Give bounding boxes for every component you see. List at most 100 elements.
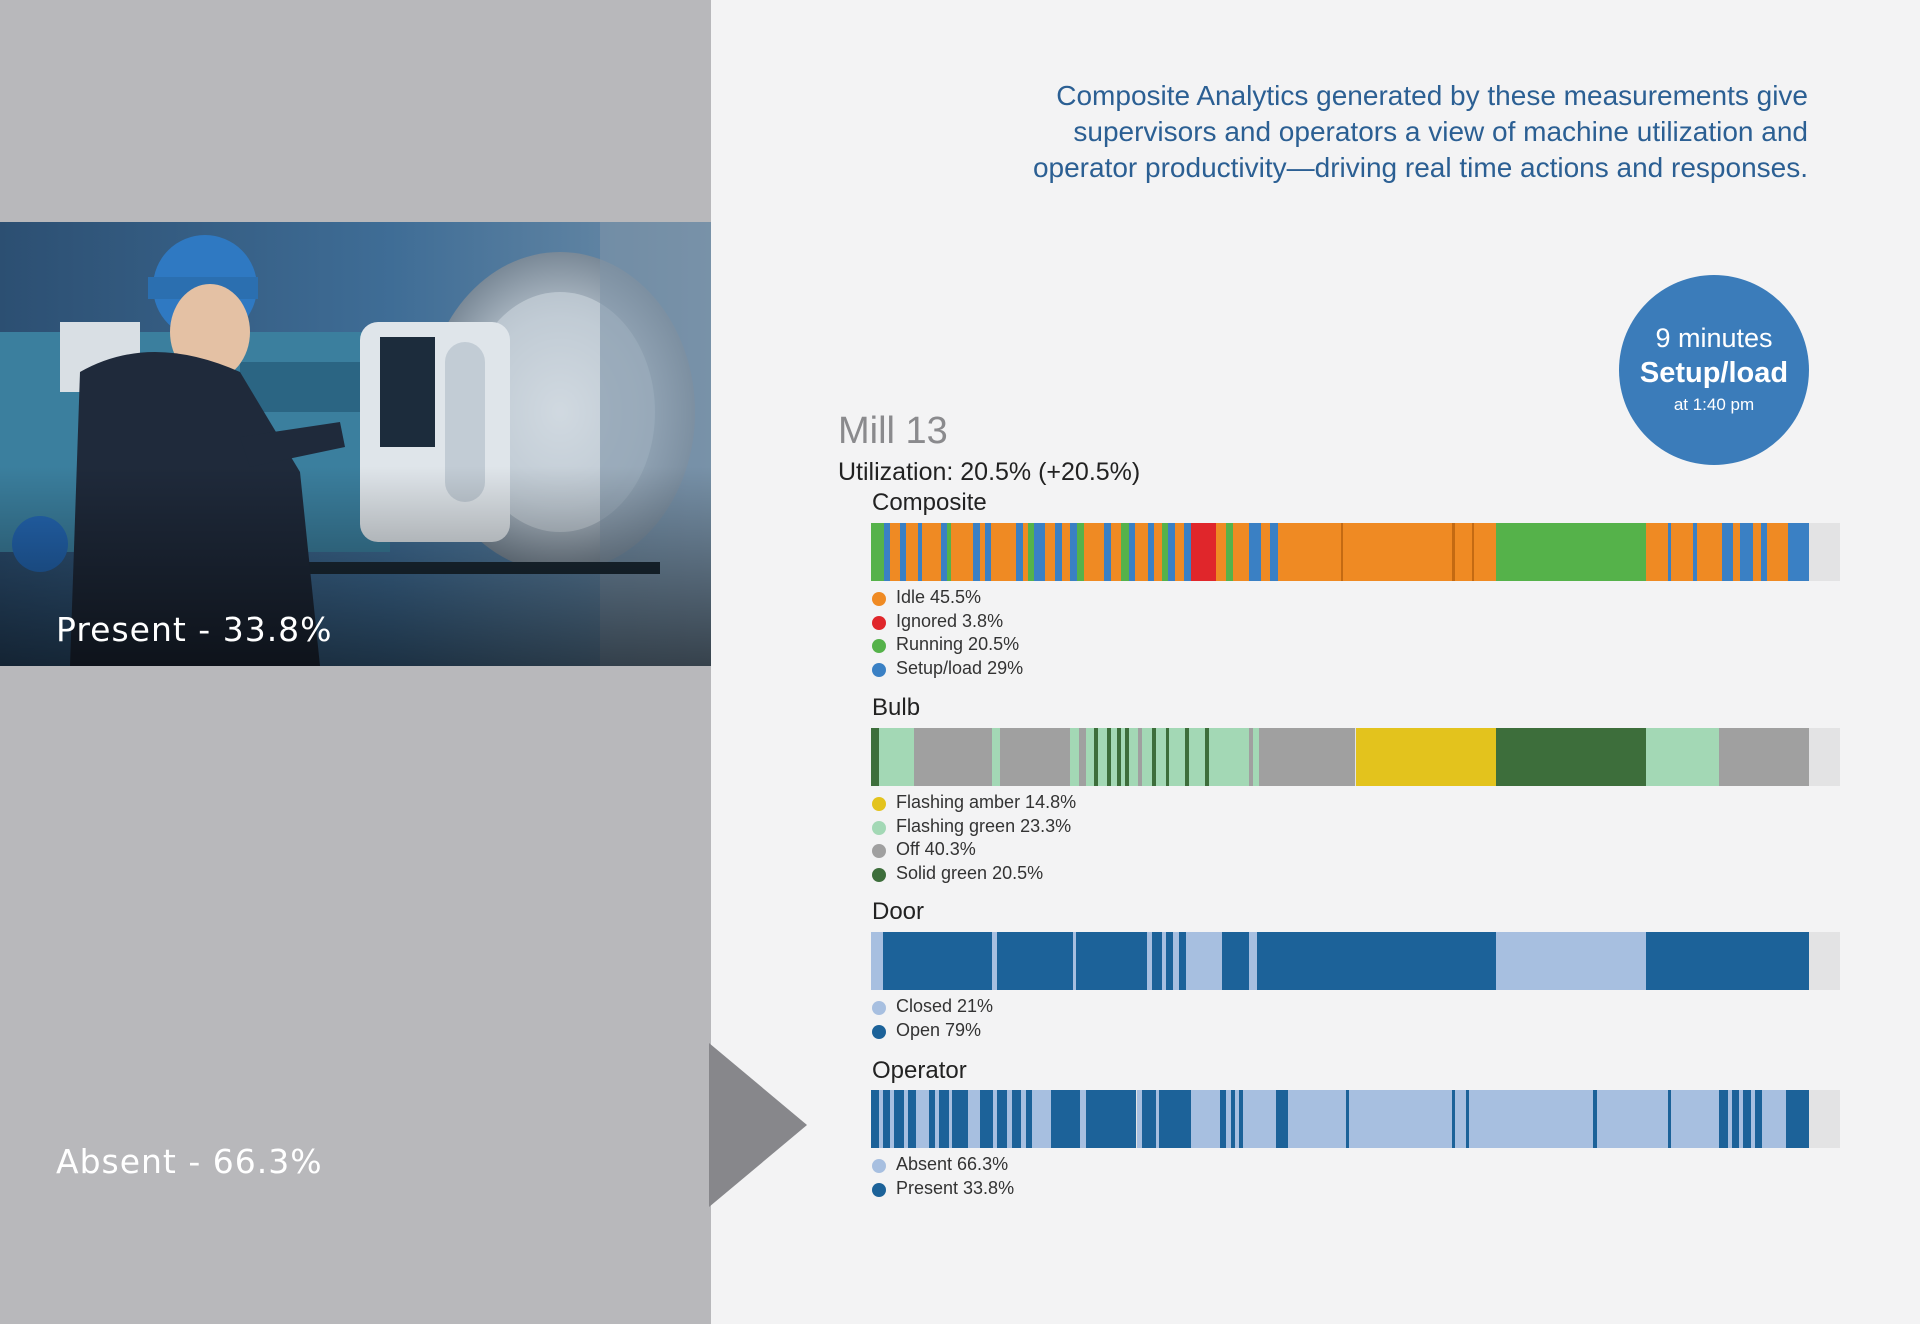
timeline-segment <box>1215 523 1226 581</box>
legend-label: Open 79% <box>896 1019 982 1040</box>
timeline-segment <box>979 1090 994 1148</box>
present-overlay-label: Present - 33.8% <box>56 610 333 649</box>
timeline-segment <box>946 523 952 581</box>
timeline-segment <box>1248 728 1253 786</box>
utilization-text: Utilization: 20.5% (+20.5%) <box>838 458 1141 486</box>
chart-title: Composite <box>872 489 987 516</box>
timeline-segment <box>1033 523 1046 581</box>
timeline-segment <box>1767 523 1788 581</box>
timeline-segment <box>1671 523 1693 581</box>
timeline-segment <box>1153 523 1162 581</box>
timeline-segment <box>1696 523 1722 581</box>
timeline-segment <box>979 523 986 581</box>
timeline-segment <box>1190 523 1216 581</box>
timeline-segment <box>985 523 992 581</box>
legend-dot-icon <box>872 592 886 606</box>
timeline-segment <box>993 1090 997 1148</box>
timeline-segment <box>1167 523 1176 581</box>
timeline-segment <box>1155 1090 1159 1148</box>
badge-state: Setup/load <box>1639 357 1789 389</box>
timeline-segment <box>1667 523 1672 581</box>
timeline-bar <box>871 523 1840 581</box>
timeline-segment <box>1270 523 1278 581</box>
legend-label: Off 40.3% <box>896 839 976 859</box>
timeline-segment <box>900 523 906 581</box>
operator-photo-illustration <box>0 222 711 666</box>
timeline-segment <box>1080 1090 1087 1148</box>
timeline-segment <box>1076 932 1148 990</box>
timeline-segment <box>1592 1090 1597 1148</box>
timeline-segment <box>1138 728 1143 786</box>
timeline-segment <box>1142 728 1152 786</box>
timeline-segment <box>1496 523 1647 581</box>
timeline-segment <box>1721 523 1734 581</box>
legend-label: Idle 45.5% <box>896 587 982 607</box>
timeline-segment <box>1231 1090 1236 1148</box>
timeline-segment <box>1124 728 1129 786</box>
timeline-segment <box>951 523 973 581</box>
timeline-segment <box>1107 728 1112 786</box>
timeline-segment <box>1188 728 1206 786</box>
timeline-segment <box>1086 728 1094 786</box>
timeline-segment <box>1121 523 1129 581</box>
timeline-segment <box>1079 728 1087 786</box>
legend-label: Setup/load 29% <box>896 657 1024 678</box>
timeline-segment <box>1069 728 1080 786</box>
timeline-segment <box>894 1090 904 1148</box>
operator-photo <box>0 222 711 666</box>
timeline-segment <box>1596 1090 1668 1148</box>
timeline-segment <box>890 1090 895 1148</box>
timeline-segment <box>1733 523 1741 581</box>
timeline-segment <box>1787 523 1809 581</box>
timeline-segment <box>1760 523 1768 581</box>
timeline-segment <box>1209 728 1249 786</box>
legend-label: Present 33.8% <box>896 1177 1015 1198</box>
timeline-segment <box>1473 523 1496 581</box>
timeline-segment <box>1103 523 1112 581</box>
timeline-segment <box>1252 728 1259 786</box>
timeline-segment <box>1256 932 1496 990</box>
timeline-segment <box>1152 932 1162 990</box>
timeline-segment <box>1077 523 1085 581</box>
timeline-segment <box>1093 728 1098 786</box>
timeline-segment <box>1045 523 1056 581</box>
timeline-segment <box>1051 1090 1081 1148</box>
timeline-segment <box>1468 1090 1593 1148</box>
timeline-segment <box>1235 1090 1240 1148</box>
timeline-segment <box>1128 728 1139 786</box>
chart-title: Operator <box>872 1057 967 1084</box>
timeline-segment <box>1072 932 1077 990</box>
timeline-segment <box>992 728 1000 786</box>
legend-label: Ignored 3.8% <box>896 610 1004 631</box>
timeline-segment <box>917 523 923 581</box>
legend-dot-icon <box>872 639 886 653</box>
timeline-segment <box>1183 523 1191 581</box>
timeline-bar <box>871 728 1840 786</box>
timeline-segment <box>1287 1090 1346 1148</box>
legend-dot-icon <box>872 1159 886 1173</box>
timeline-segment <box>1471 523 1474 581</box>
timeline-segment <box>1158 1090 1191 1148</box>
legend-label: Closed 21% <box>896 996 994 1016</box>
timeline-segment <box>1023 523 1028 581</box>
timeline-segment <box>1785 1090 1809 1148</box>
timeline-segment <box>1692 523 1697 581</box>
legend-dot-icon <box>872 797 886 811</box>
timeline-segment <box>934 1090 939 1148</box>
timeline-segment <box>1752 523 1761 581</box>
timeline-segment <box>1727 1090 1733 1148</box>
timeline-segment <box>1021 1090 1027 1148</box>
timeline-segment <box>1111 523 1121 581</box>
timeline-segment <box>1239 1090 1244 1148</box>
timeline-segment <box>1084 523 1104 581</box>
timeline-segment <box>1340 523 1343 581</box>
timeline-segment <box>1006 1090 1012 1148</box>
timeline-segment <box>929 1090 935 1148</box>
timeline-segment <box>915 1090 930 1148</box>
timeline-segment <box>1342 523 1453 581</box>
timeline-segment <box>1667 1090 1672 1148</box>
legend-label: Flashing green 23.3% <box>896 815 1072 836</box>
timeline-segment <box>1205 728 1210 786</box>
timeline-segment <box>1221 932 1249 990</box>
timeline-segment <box>938 1090 949 1148</box>
